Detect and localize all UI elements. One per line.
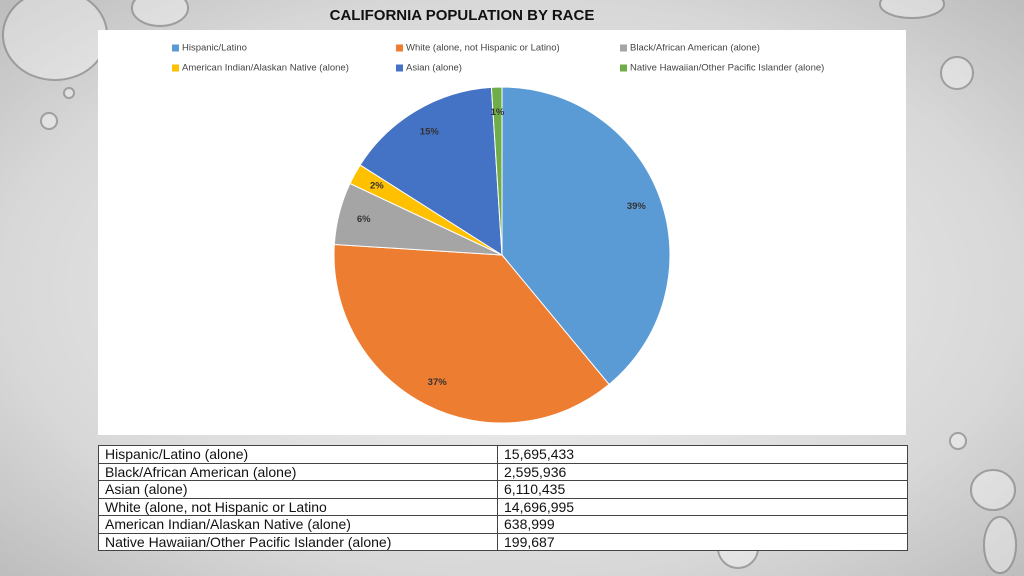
population-cell: 15,695,433 [497,445,908,464]
population-cell: 14,696,995 [497,497,908,516]
data-label: 2% [370,181,384,192]
population-cell: 199,687 [497,532,908,551]
population-cell: 6,110,435 [497,480,908,499]
chart-title: CALIFORNIA POPULATION BY RACE [330,7,595,24]
pie-slice [501,86,671,386]
race-cell: White (alone, not Hispanic or Latino [98,497,498,516]
data-label: 37% [428,377,448,388]
table-row: White (alone, not Hispanic or Latino 14,6… [98,497,908,516]
legend-label: White (alone, not Hispanic or Latino) [406,43,560,54]
population-cell: 638,999 [497,515,908,534]
race-cell: Native Hawaiian/Other Pacific Islander (… [98,532,498,551]
legend-label: Native Hawaiian/Other Pacific Islander (… [630,63,824,74]
chart: CALIFORNIA POPULATION BY RACE Hispanic/L… [172,6,825,424]
table-row: Native Hawaiian/Other Pacific Islander (… [98,532,908,551]
legend-label: Hispanic/Latino [182,43,247,54]
pie-slice [359,86,503,256]
data-label: 15% [420,127,440,138]
population-cell: 2,595,936 [497,462,908,481]
data-label: 6% [357,214,371,225]
pie-slice [333,243,610,424]
legend-label: American Indian/Alaskan Native (alone) [182,63,349,74]
table-row: Asian (alone) 6,110,435 [98,480,908,499]
race-cell: Asian (alone) [98,480,498,499]
legend-swatch [396,44,403,52]
legend-label: Asian (alone) [406,63,462,74]
legend-swatch [172,64,179,72]
legend-swatch [172,44,179,52]
race-cell: Black/African American (alone) [98,462,498,481]
legend-label: Black/African American (alone) [630,43,760,54]
table-row: Hispanic/Latino (alone) 15,695,433 [98,445,908,464]
pie-slice [490,86,503,256]
legend-swatch [620,44,627,52]
data-label: 1% [491,107,505,118]
data-label: 39% [627,201,647,212]
race-cell: Hispanic/Latino (alone) [98,445,498,464]
table-row: American Indian/Alaskan Native (alone) 63… [98,515,908,534]
table-row: Black/African American (alone) 2,595,936 [98,462,908,481]
data-table: Hispanic/Latino (alone) 15,695,433 Black/A… [98,445,908,551]
legend-swatch [396,64,403,72]
legend-swatch [620,64,627,72]
race-cell: American Indian/Alaskan Native (alone) [98,515,498,534]
